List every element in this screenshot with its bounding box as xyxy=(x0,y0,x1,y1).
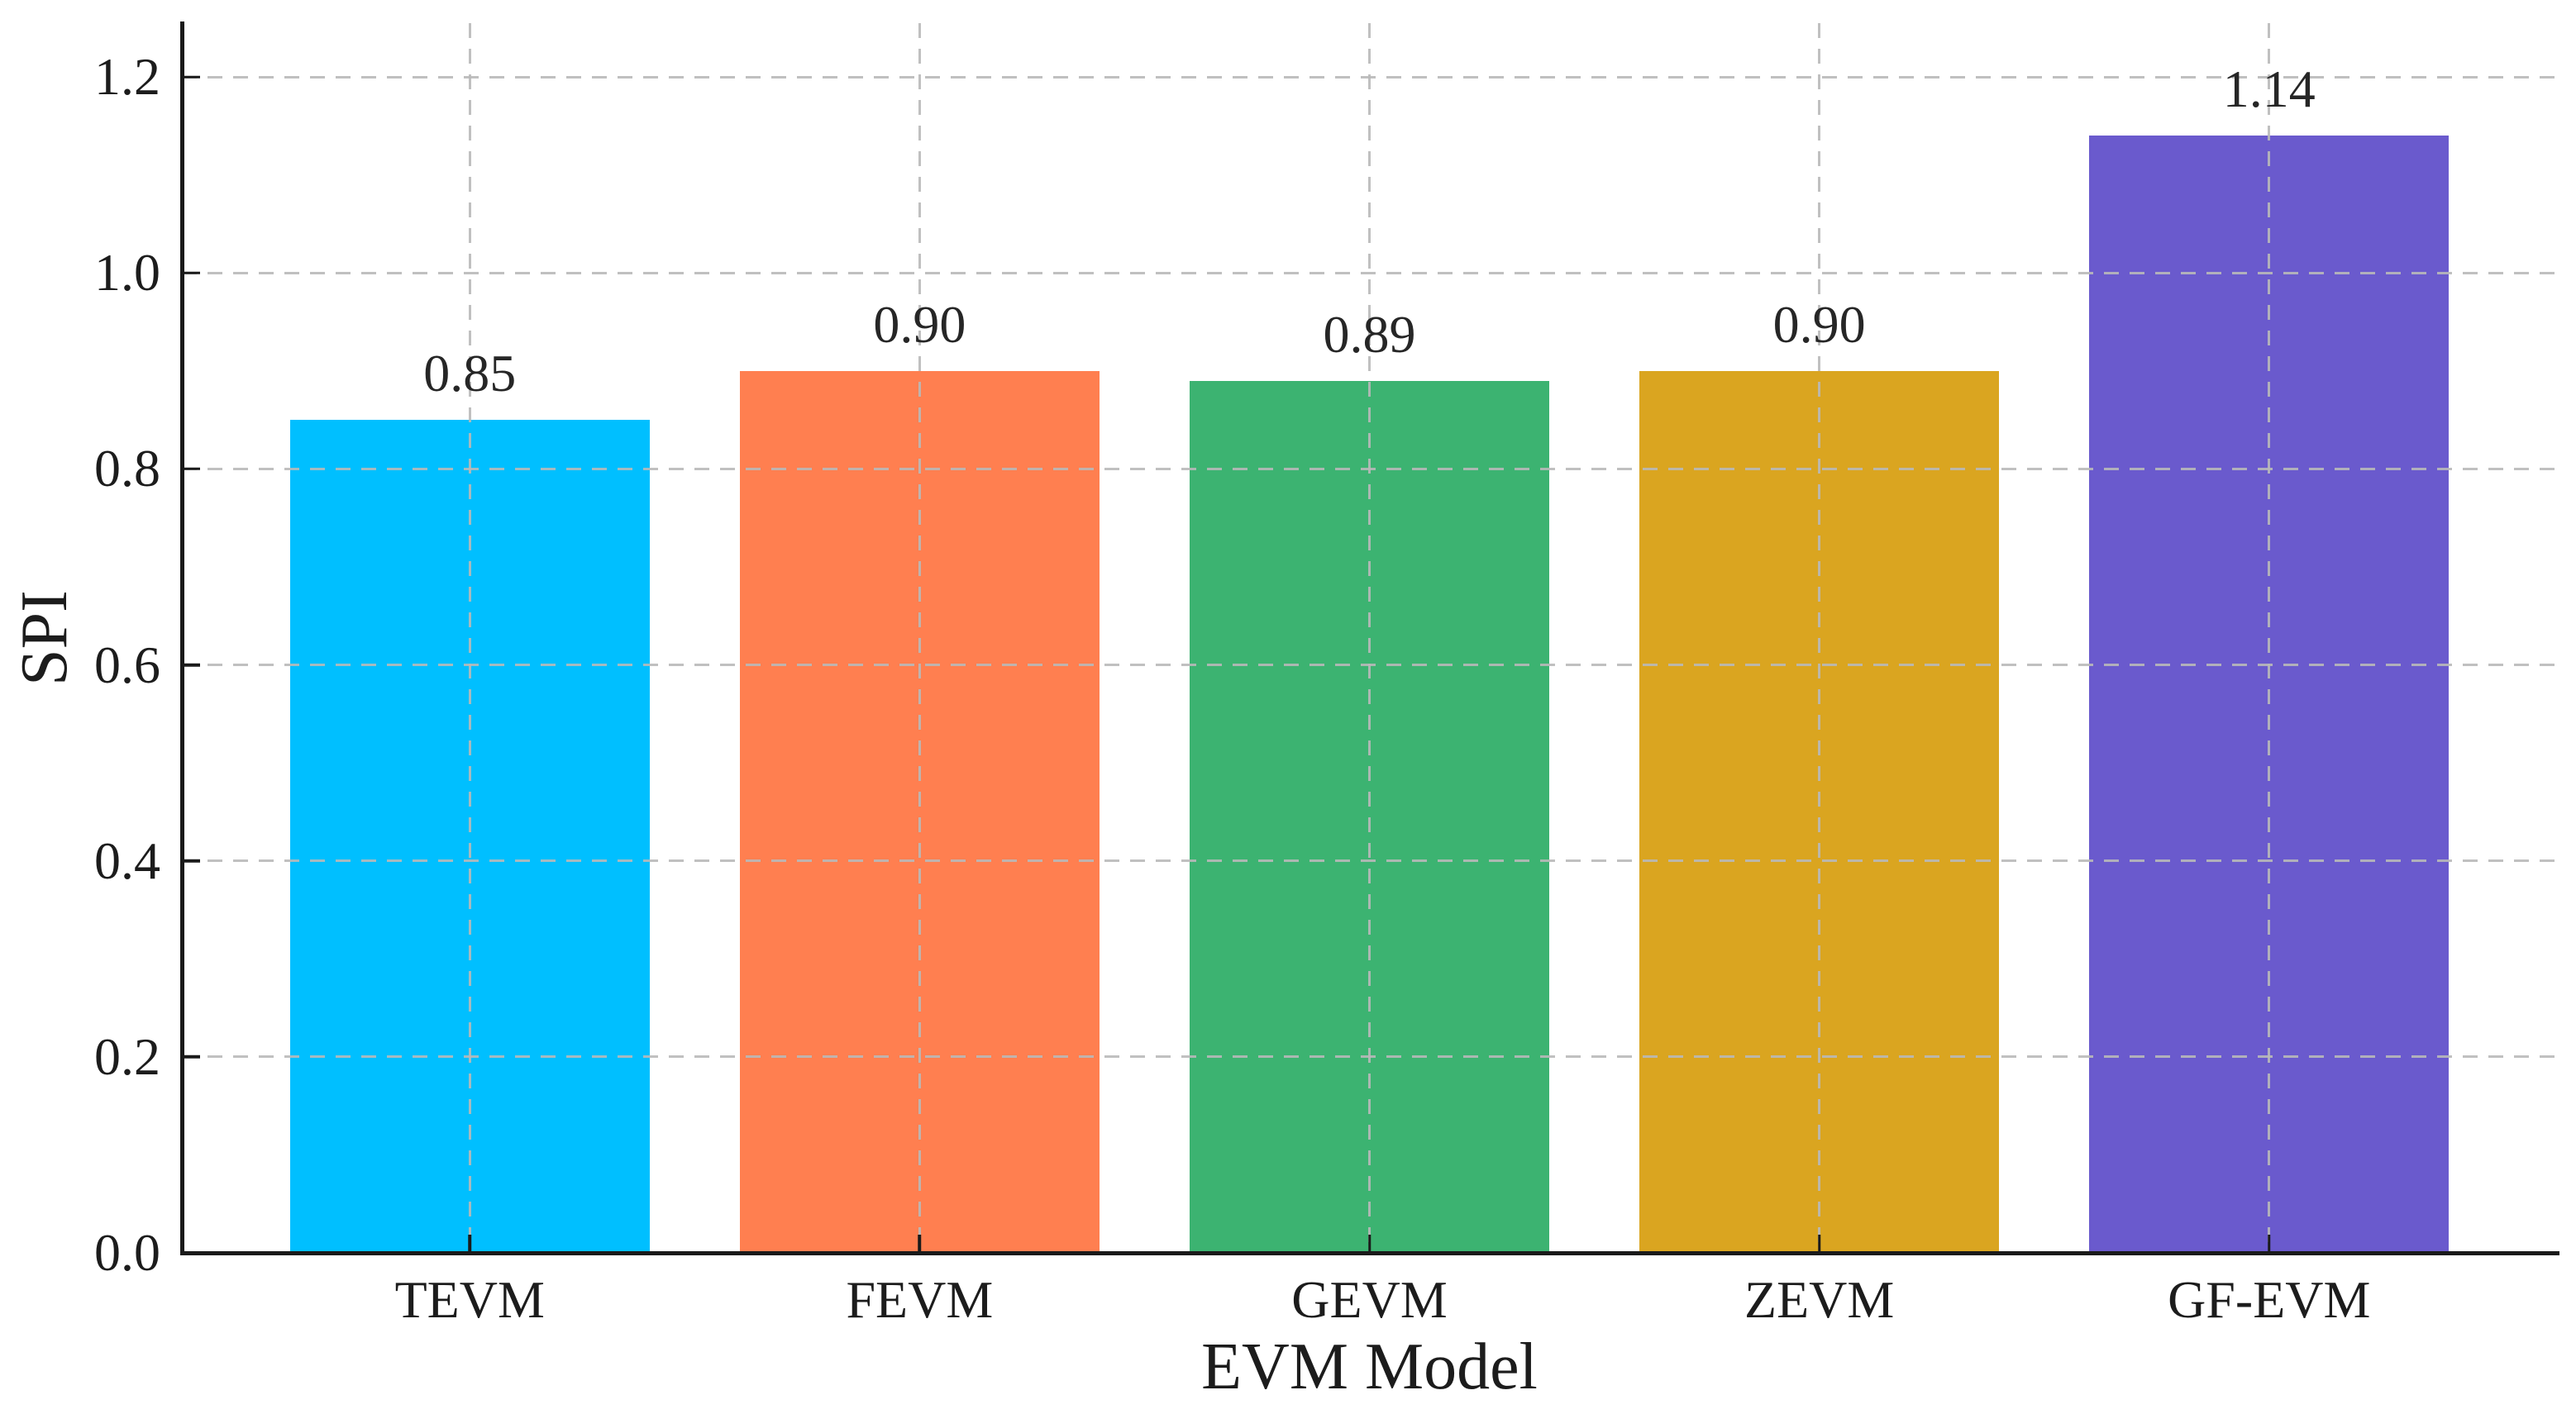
bar-value-label-zevm: 0.90 xyxy=(1772,294,1866,354)
grid-layer xyxy=(182,23,2557,1253)
y-tick-label-0.0: 0.0 xyxy=(94,1223,160,1282)
x-tick-gf-evm xyxy=(2268,1235,2271,1253)
y-tick-label-0.4: 0.4 xyxy=(94,831,160,890)
v-gridline-fevm xyxy=(918,23,921,1253)
x-tick-tevm xyxy=(468,1235,471,1253)
y-tick-1.2 xyxy=(182,75,200,79)
y-tick-label-0.2: 0.2 xyxy=(94,1026,160,1086)
labels-layer: 0.0 0.2 0.4 0.6 0.8 1.0 1.2 TEVM 0.85 FEVM 0.90 GEV… xyxy=(94,23,2557,1329)
x-tick-label-gevm: GEVM xyxy=(1291,1270,1448,1329)
y-axis-spine xyxy=(179,21,184,1255)
v-gridline-gf-evm xyxy=(2268,23,2271,1253)
y-tick-label-0.8: 0.8 xyxy=(94,439,160,498)
plot-area: 0.0 0.2 0.4 0.6 0.8 1.0 1.2 TEVM 0.85 FEVM 0.90 GEV… xyxy=(8,21,2559,1400)
bar-value-label-tevm: 0.85 xyxy=(423,344,517,403)
x-axis-spine xyxy=(179,1250,2559,1255)
bar-value-label-gf-evm: 1.14 xyxy=(2222,60,2316,119)
y-tick-0.2 xyxy=(182,1055,200,1059)
v-gridline-tevm xyxy=(468,23,471,1253)
y-tick-0.0 xyxy=(182,1251,200,1255)
y-tick-label-1.2: 1.2 xyxy=(94,47,160,107)
x-tick-fevm xyxy=(918,1235,922,1253)
x-tick-zevm xyxy=(1817,1235,1821,1253)
y-tick-label-1.0: 1.0 xyxy=(94,243,160,302)
x-tick-label-gf-evm: GF-EVM xyxy=(2168,1270,2371,1329)
bar-value-label-gevm: 0.89 xyxy=(1323,304,1416,364)
y-tick-1.0 xyxy=(182,271,200,275)
y-tick-0.4 xyxy=(182,859,200,863)
v-gridline-gevm xyxy=(1368,23,1371,1253)
x-tick-label-tevm: TEVM xyxy=(394,1270,545,1329)
y-axis-title: SPI xyxy=(8,590,81,686)
y-tick-0.6 xyxy=(182,663,200,667)
x-axis-title: EVM Model xyxy=(1201,1331,1538,1403)
bar-value-label-fevm: 0.90 xyxy=(873,294,966,354)
x-tick-label-fevm: FEVM xyxy=(846,1270,994,1329)
y-tick-0.8 xyxy=(182,467,200,471)
v-gridline-zevm xyxy=(1818,23,1821,1253)
x-tick-gevm xyxy=(1367,1235,1371,1253)
x-tick-label-zevm: ZEVM xyxy=(1744,1270,1895,1329)
y-tick-label-0.6: 0.6 xyxy=(94,635,160,694)
ticks-layer xyxy=(182,23,2557,1255)
